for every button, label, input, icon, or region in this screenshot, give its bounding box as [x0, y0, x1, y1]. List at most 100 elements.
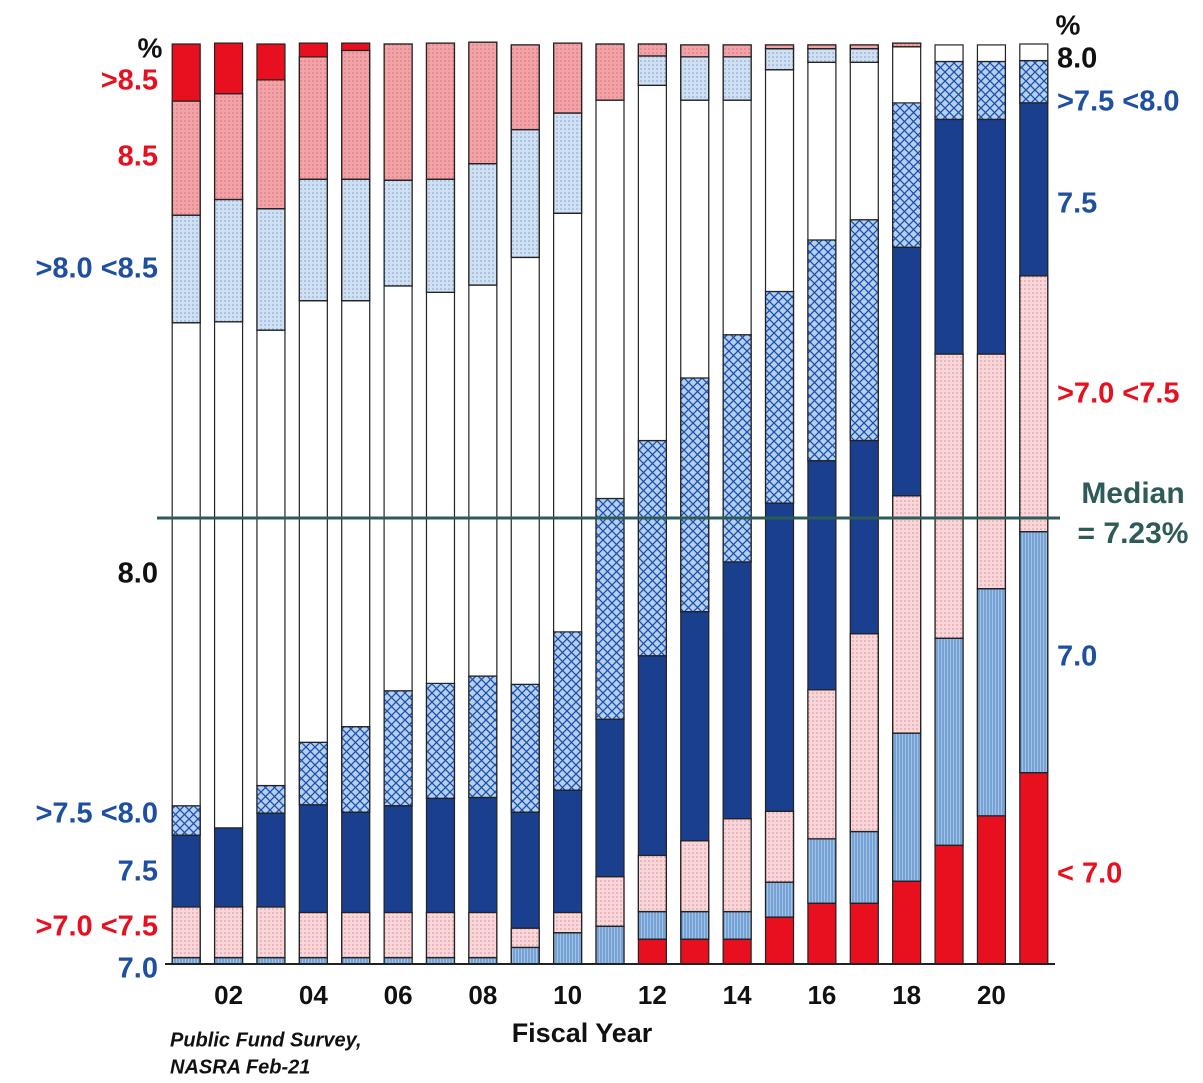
bar-segment: [1019, 772, 1049, 965]
bar-pattern: [298, 56, 328, 180]
bar-segment: [764, 502, 795, 812]
bar-pattern: [722, 56, 752, 101]
bar-pattern: [468, 675, 498, 799]
bar-pattern: [510, 927, 540, 949]
left-label: 7.5: [118, 856, 158, 888]
x-tick-label: 18: [892, 980, 921, 1010]
bar-pattern: [553, 112, 583, 214]
bar-pattern: [892, 732, 922, 882]
right-label: 7.5: [1057, 188, 1097, 220]
bar-segment: [976, 815, 1007, 965]
bar-pattern: [171, 906, 201, 959]
bar-pattern: [722, 910, 752, 940]
right-label: < 7.0: [1057, 858, 1122, 890]
bar-pattern: [976, 353, 1007, 590]
bar-segment: [764, 916, 795, 965]
bar-pattern: [764, 881, 795, 918]
bar-segment: [425, 291, 456, 684]
x-tick-label: 02: [214, 980, 243, 1010]
bar-pattern: [553, 42, 583, 114]
x-tick-label: 16: [807, 980, 836, 1010]
bar-pattern: [298, 178, 328, 302]
x-axis-title: Fiscal Year: [512, 1018, 653, 1048]
bar-pattern: [256, 906, 286, 959]
bar-segment: [298, 804, 328, 914]
bar-segment: [383, 805, 413, 914]
source: NASRA Feb-21: [170, 1056, 310, 1078]
bar-pattern: [256, 784, 286, 814]
bar-pattern: [510, 44, 540, 131]
bar-pattern: [425, 682, 456, 800]
bar-pattern: [807, 838, 837, 904]
left-label: >8.0 <8.5: [35, 253, 158, 285]
bar-pattern: [425, 178, 456, 294]
bar-segment: [680, 938, 710, 965]
left-label: 7.0: [118, 953, 158, 985]
bar-pattern: [976, 60, 1007, 121]
bar-pattern: [849, 633, 879, 833]
bar-segment: [171, 322, 201, 807]
bar-pattern: [637, 439, 667, 657]
right-label: 7.0: [1057, 641, 1097, 673]
median-label: Median: [1081, 477, 1184, 510]
bar-segment: [553, 212, 583, 633]
bar-segment: [722, 561, 752, 820]
bar-segment: [341, 42, 371, 52]
bar-segment: [341, 811, 371, 914]
bar-segment: [171, 43, 201, 102]
bar-pattern: [425, 911, 456, 959]
bar-pattern: [934, 353, 964, 639]
bar-pattern: [807, 47, 837, 63]
unit-left: %: [138, 32, 163, 63]
bar-segment: [171, 834, 201, 908]
x-tick-label: 20: [977, 980, 1006, 1010]
bar-pattern: [595, 925, 625, 965]
bar-segment: [934, 44, 964, 63]
bar-segment: [1019, 43, 1049, 62]
bar-segment: [383, 285, 413, 692]
bar-pattern: [637, 43, 667, 57]
bar-segment: [680, 611, 710, 842]
bar-segment: [934, 118, 964, 355]
bar-pattern: [934, 60, 964, 121]
bar-segment: [213, 42, 244, 95]
bar-pattern: [637, 55, 667, 86]
right-label: 8.0: [1057, 43, 1097, 75]
bar-pattern: [468, 163, 498, 286]
bar-pattern: [807, 239, 837, 462]
bar-segment: [256, 43, 286, 81]
bar-pattern: [595, 43, 625, 101]
bar-pattern: [510, 128, 540, 259]
bar-segment: [298, 300, 328, 743]
bar-pattern: [298, 911, 328, 959]
bar-pattern: [341, 726, 371, 813]
bar-pattern: [553, 932, 583, 965]
bar-pattern: [213, 198, 244, 323]
bar-segment: [892, 880, 922, 965]
bar-pattern: [892, 102, 922, 248]
bar-segment: [1019, 102, 1049, 277]
bar-pattern: [849, 219, 879, 442]
right-label: >7.5 <8.0: [1057, 86, 1180, 118]
bar-segment: [510, 811, 540, 929]
bar-pattern: [637, 854, 667, 913]
bar-pattern: [849, 44, 879, 50]
bar-pattern: [213, 906, 244, 959]
bar-pattern: [213, 93, 244, 201]
bar-pattern: [553, 631, 583, 791]
bar-pattern: [595, 875, 625, 927]
bar-segment: [849, 439, 879, 635]
bar-pattern: [468, 41, 498, 165]
bar-segment: [637, 938, 667, 965]
bar-pattern: [298, 741, 328, 806]
bar-segment: [680, 99, 710, 379]
bar-segment: [553, 789, 583, 914]
x-tick-label: 04: [299, 980, 328, 1010]
unit-right: %: [1056, 9, 1081, 40]
bar-pattern: [1019, 275, 1049, 533]
bar-pattern: [849, 830, 879, 904]
left-label: 8.0: [118, 558, 158, 590]
bar-pattern: [341, 49, 371, 180]
bar-pattern: [722, 44, 752, 58]
bar-segment: [722, 99, 752, 336]
